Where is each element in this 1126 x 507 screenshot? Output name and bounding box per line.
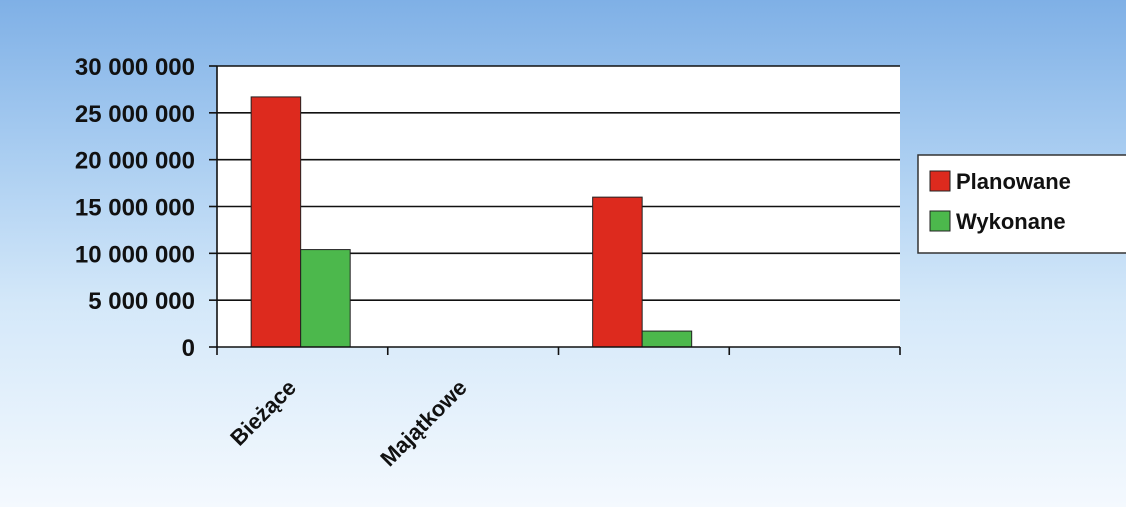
y-tick-label: 10 000 000: [75, 241, 195, 268]
legend-swatch-planowane: [929, 170, 951, 192]
legend-box: [917, 154, 1126, 254]
y-tick-label: 20 000 000: [75, 148, 195, 175]
y-tick-labels: 0 5 000 000 10 000 000 15 000 000 20 000 000…: [75, 54, 195, 362]
bars: [250, 96, 693, 348]
y-tick-label: 25 000 000: [75, 101, 195, 128]
legend-swatch-wykonane: [929, 210, 951, 232]
bar-wykonane: [641, 330, 693, 348]
y-tick-label: 0: [182, 335, 195, 362]
legend: Planowane Wykonane: [917, 154, 1126, 254]
bar-planowane: [592, 196, 643, 348]
category-label: Majątkowe: [375, 375, 471, 471]
legend-label-planowane: Planowane: [956, 169, 1071, 194]
bar-planowane: [250, 96, 302, 348]
category-label: Bieżące: [225, 375, 301, 451]
legend-label-wykonane: Wykonane: [956, 209, 1066, 234]
y-tick-label: 15 000 000: [75, 195, 195, 222]
category-labels: Bieżące Majątkowe: [225, 375, 471, 471]
bar-wykonane: [300, 249, 351, 348]
y-tick-label: 30 000 000: [75, 54, 195, 81]
axes: [209, 65, 901, 355]
y-tick-label: 5 000 000: [88, 288, 195, 315]
